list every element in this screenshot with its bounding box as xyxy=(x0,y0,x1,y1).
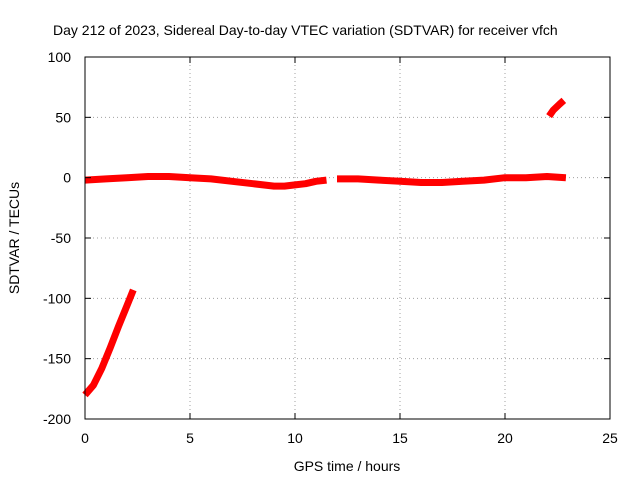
y-tick-label: -50 xyxy=(51,230,71,246)
chart-title: Day 212 of 2023, Sidereal Day-to-day VTE… xyxy=(53,22,558,38)
series-line-segment-4 xyxy=(546,97,567,119)
x-tick-label: 10 xyxy=(287,430,303,446)
y-axis-label: SDTVAR / TECUs xyxy=(6,182,22,294)
plot-frame xyxy=(84,56,611,420)
y-tick-label: -150 xyxy=(43,351,71,367)
grid-lines xyxy=(85,57,610,419)
y-tick-label: 50 xyxy=(55,109,71,125)
x-tick-label: 20 xyxy=(497,430,513,446)
y-tick-label: 0 xyxy=(63,170,71,186)
y-tick-label: -200 xyxy=(43,411,71,427)
x-tick-label: 0 xyxy=(81,430,89,446)
x-tick-label: 25 xyxy=(602,430,618,446)
series-line-segment-3 xyxy=(337,173,567,186)
series-line-segment-1 xyxy=(82,288,137,398)
tick-marks xyxy=(84,56,611,420)
series-line-segment-2 xyxy=(84,173,327,190)
x-tick-label: 5 xyxy=(186,430,194,446)
tick-labels: 0 5 10 15 20 25 -200 -150 -100 -50 0 50 100 xyxy=(43,49,618,446)
x-tick-label: 15 xyxy=(392,430,408,446)
data-series xyxy=(82,97,567,398)
y-tick-label: -100 xyxy=(43,290,71,306)
x-axis-label: GPS time / hours xyxy=(294,458,401,474)
y-tick-label: 100 xyxy=(48,49,72,65)
